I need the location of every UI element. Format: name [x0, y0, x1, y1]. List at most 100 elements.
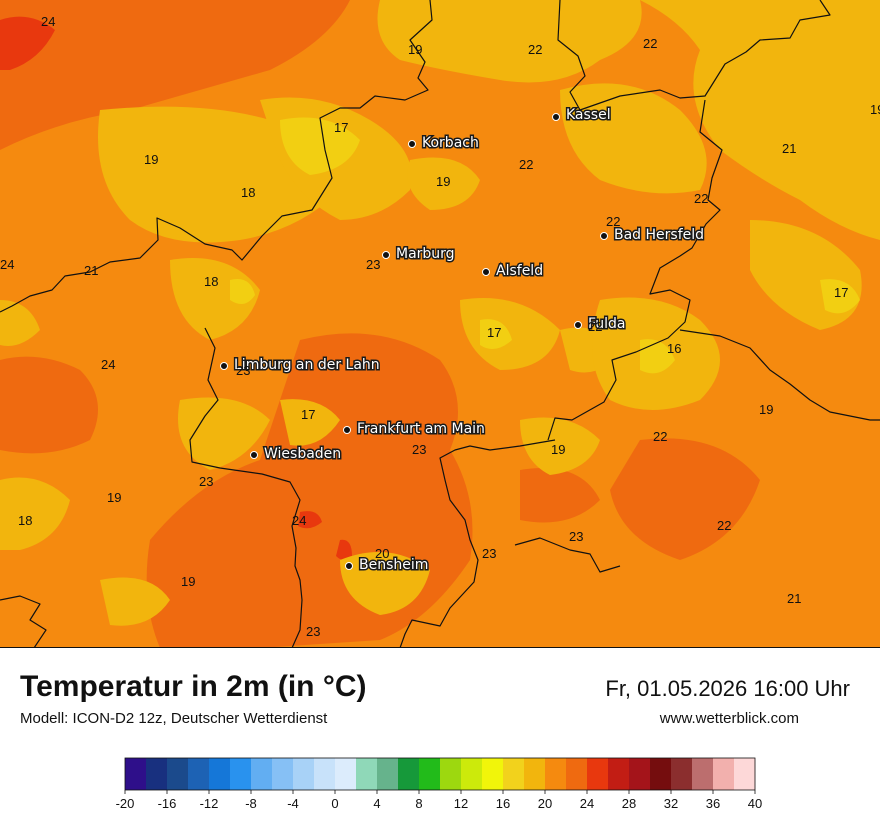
legend-tick-label: -16 — [158, 796, 177, 811]
legend-tick-label: 8 — [415, 796, 422, 811]
legend-swatch — [440, 758, 462, 790]
temp-value: 18 — [204, 274, 218, 289]
temp-value: 19 — [144, 152, 158, 167]
temp-value: 19 — [759, 402, 773, 417]
legend-tick-label: -8 — [245, 796, 257, 811]
legend-swatch — [566, 758, 588, 790]
legend-tick-label: 12 — [454, 796, 468, 811]
city-kassel[interactable]: Kassel — [552, 106, 612, 125]
city-bad-hersfeld[interactable]: Bad Hersfeld — [600, 226, 706, 245]
temp-value: 17 — [301, 407, 315, 422]
very-hot-spots — [0, 16, 352, 560]
model-subtitle: Modell: ICON-D2 12z, Deutscher Wetterdie… — [20, 710, 328, 727]
temp-value: 21 — [782, 141, 796, 156]
city-label: Alsfeld — [496, 263, 543, 279]
temp-value: 22 — [694, 191, 708, 206]
temp-value: 24 — [41, 14, 55, 29]
city-wiesbaden[interactable]: Wiesbaden — [250, 445, 343, 464]
city-dot — [220, 362, 228, 370]
temp-value: 22 — [643, 36, 657, 51]
city-bensheim[interactable]: Bensheim — [345, 556, 430, 575]
temp-value: 19 — [436, 174, 450, 189]
city-korbach[interactable]: Korbach — [408, 134, 480, 153]
city-label: Marburg — [396, 246, 455, 262]
temp-value: 22 — [528, 42, 542, 57]
temperature-map: Kassel Korbach Bad Hersfeld Marburg Alsf… — [0, 0, 880, 648]
temp-value: 23 — [569, 529, 583, 544]
temp-value: 19 — [551, 442, 565, 457]
legend-swatch — [734, 758, 756, 790]
city-fulda[interactable]: Fulda — [574, 315, 627, 334]
temp-value: 19 — [107, 490, 121, 505]
temp-value: 23 — [482, 546, 496, 561]
city-frankfurt-am-main[interactable]: Frankfurt am Main — [343, 420, 486, 439]
legend-tick-label: 40 — [748, 796, 762, 811]
city-label: Limburg an der Lahn — [234, 357, 380, 373]
city-limburg-an-der-lahn[interactable]: Limburg an der Lahn — [220, 356, 381, 375]
legend-swatch — [293, 758, 315, 790]
city-dot — [482, 268, 490, 276]
legend-swatch — [608, 758, 630, 790]
legend-swatch — [272, 758, 294, 790]
temp-value: 24 — [0, 257, 14, 272]
city-dot — [250, 451, 258, 459]
city-dot — [574, 321, 582, 329]
forecast-datetime: Fr, 01.05.2026 16:00 Uhr — [605, 676, 850, 701]
legend-tick-label: 16 — [496, 796, 510, 811]
legend-tick-label: -12 — [200, 796, 219, 811]
legend-frame — [124, 757, 756, 791]
legend-swatch — [482, 758, 504, 790]
legend-swatch — [713, 758, 735, 790]
legend-tick-label: 36 — [706, 796, 720, 811]
legend-ticks: -20 -16 -12 -8 -4 0 4 8 12 16 20 24 28 32 36 40 — [116, 790, 762, 811]
city-label: Fulda — [588, 316, 626, 332]
legend-swatch — [188, 758, 210, 790]
legend-tick-label: 4 — [373, 796, 380, 811]
legend-swatch — [398, 758, 420, 790]
temp-value: 22 — [606, 214, 620, 229]
legend-swatch — [335, 758, 357, 790]
legend-tick-label: 28 — [622, 796, 636, 811]
temp-value: 20 — [375, 546, 389, 561]
city-alsfeld[interactable]: Alsfeld — [482, 262, 545, 281]
legend-tick-label: -20 — [116, 796, 135, 811]
legend-swatch — [503, 758, 525, 790]
temp-value: 18 — [18, 513, 32, 528]
legend-swatch — [629, 758, 651, 790]
temp-value: 19 — [870, 102, 880, 117]
website-link[interactable]: www.wetterblick.com — [659, 710, 799, 727]
temp-value: 23 — [199, 474, 213, 489]
map-title: Temperatur in 2m (in °C) — [20, 670, 367, 703]
city-label: Wiesbaden — [264, 446, 341, 462]
city-label: Bad Hersfeld — [614, 227, 704, 243]
city-marburg[interactable]: Marburg — [382, 245, 456, 264]
legend-swatch — [125, 758, 147, 790]
legend-tick-label: 32 — [664, 796, 678, 811]
temperature-values: 24 19 22 22 17 19 22 19 18 19 21 22 22 2… — [0, 14, 880, 639]
city-dot — [382, 251, 390, 259]
temp-value: 18 — [241, 185, 255, 200]
legend-swatch — [650, 758, 672, 790]
city-markers: Kassel Korbach Bad Hersfeld Marburg Alsf… — [220, 106, 706, 575]
city-label: Frankfurt am Main — [357, 421, 485, 437]
legend-swatch — [524, 758, 546, 790]
legend-swatch — [377, 758, 399, 790]
legend-swatch — [587, 758, 609, 790]
legend-swatch — [251, 758, 273, 790]
legend-swatch — [230, 758, 252, 790]
color-legend: -20 -16 -12 -8 -4 0 4 8 12 16 20 24 28 32 36 40 — [116, 757, 762, 811]
cool-zones — [230, 117, 860, 374]
city-label: Bensheim — [359, 557, 428, 573]
city-dot — [408, 140, 416, 148]
legend-swatch — [692, 758, 714, 790]
temp-value: 22 — [717, 518, 731, 533]
temp-value: 23 — [366, 257, 380, 272]
state-borders — [0, 0, 880, 648]
temp-value: 21 — [84, 263, 98, 278]
legend-swatch — [209, 758, 231, 790]
legend-tick-label: -4 — [287, 796, 299, 811]
legend-swatch — [167, 758, 189, 790]
temp-value: 17 — [334, 120, 348, 135]
temp-value: 17 — [487, 325, 501, 340]
city-dot — [345, 562, 353, 570]
